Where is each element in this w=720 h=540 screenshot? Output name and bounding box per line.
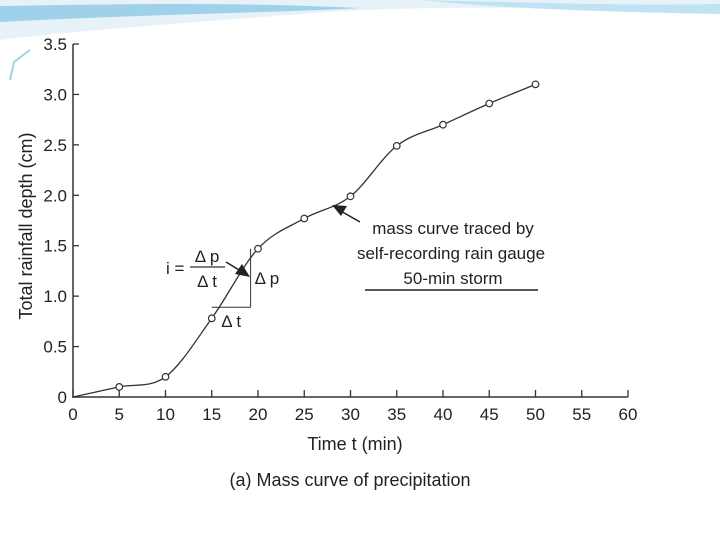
y-axis-title: Total rainfall depth (cm) xyxy=(16,132,36,319)
data-point xyxy=(346,192,355,201)
data-point xyxy=(485,99,494,108)
y-ticks: 0 0.5 1.0 1.5 2.0 2.5 3.0 3.5 xyxy=(43,35,79,407)
x-tick-label: 40 xyxy=(434,405,453,424)
x-tick-label: 20 xyxy=(249,405,268,424)
formula-denominator: Δ t xyxy=(197,272,217,291)
x-tick-label: 0 xyxy=(68,405,77,424)
intensity-triangle: Δ t Δ p xyxy=(211,248,280,331)
series-mass-curve xyxy=(72,80,540,398)
formula-numerator: Δ p xyxy=(195,247,220,266)
series-line xyxy=(72,83,536,398)
curve-label-line-3: 50-min storm xyxy=(403,269,502,288)
data-point xyxy=(254,244,262,253)
x-axis: 0 5 10 15 20 25 30 35 40 45 50 55 60 xyxy=(68,390,637,424)
data-point xyxy=(392,141,401,150)
y-axis: 0 0.5 1.0 1.5 2.0 2.5 3.0 3.5 xyxy=(43,35,79,407)
curve-label: mass curve traced by self-recording rain… xyxy=(332,205,545,291)
y-tick-label: 3.5 xyxy=(43,35,67,54)
formula-lhs: i = xyxy=(166,259,185,278)
data-point xyxy=(115,383,124,391)
series-points xyxy=(115,80,540,391)
data-point xyxy=(300,214,309,223)
y-tick-label: 2.5 xyxy=(43,136,67,155)
x-tick-label: 30 xyxy=(341,405,360,424)
intensity-formula: i = Δ p Δ t xyxy=(166,247,250,291)
y-tick-label: 1.0 xyxy=(43,287,67,306)
delta-t-label: Δ t xyxy=(221,312,241,331)
x-tick-label: 25 xyxy=(295,405,314,424)
delta-p-label: Δ p xyxy=(255,269,280,288)
x-tick-label: 55 xyxy=(572,405,591,424)
y-tick-label: 3.0 xyxy=(43,85,67,104)
formula-arrow-head xyxy=(235,264,250,277)
x-axis-title: Time t (min) xyxy=(307,434,402,454)
x-tick-label: 5 xyxy=(115,405,124,424)
x-tick-label: 50 xyxy=(526,405,545,424)
curve-label-line-1: mass curve traced by xyxy=(372,219,534,238)
curve-label-arrow-head xyxy=(332,205,347,216)
y-tick-label: 0.5 xyxy=(43,338,67,357)
data-point xyxy=(207,314,216,323)
x-ticks: 0 5 10 15 20 25 30 35 40 45 50 55 60 xyxy=(68,390,637,424)
x-tick-label: 15 xyxy=(202,405,221,424)
y-tick-label: 0 xyxy=(58,388,67,407)
y-tick-label: 2.0 xyxy=(43,186,67,205)
x-tick-label: 60 xyxy=(619,405,638,424)
chart-caption: (a) Mass curve of precipitation xyxy=(229,470,470,490)
data-point xyxy=(439,120,447,129)
curve-label-line-2: self-recording rain gauge xyxy=(357,244,545,263)
x-tick-label: 45 xyxy=(480,405,499,424)
data-point xyxy=(161,372,170,381)
y-tick-label: 1.5 xyxy=(43,237,67,256)
x-tick-label: 35 xyxy=(387,405,406,424)
x-tick-label: 10 xyxy=(156,405,175,424)
data-point xyxy=(531,80,540,89)
